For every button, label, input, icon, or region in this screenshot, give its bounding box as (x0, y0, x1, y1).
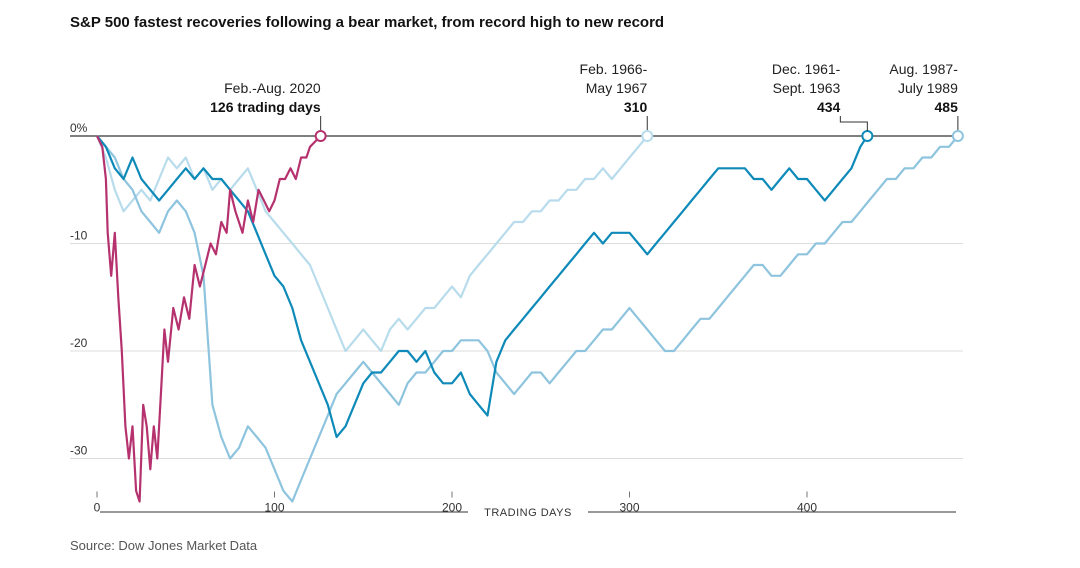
series-line-feb-1966-may-1967 (95, 135, 649, 353)
series-line-aug-1987-july-1989 (96, 135, 959, 503)
annotation-label: Sept. 1963 (773, 80, 841, 96)
gridlines (70, 135, 963, 459)
annotation-value: 434 (817, 99, 841, 115)
end-marker (641, 130, 654, 142)
chart-title: S&P 500 fastest recoveries following a b… (70, 14, 665, 31)
leader-line (839, 116, 868, 131)
annotation-label: May 1967 (586, 80, 648, 96)
annotation-label: Feb. 1966- (580, 61, 648, 77)
end-marker (951, 130, 964, 142)
annotation-label: Feb.-Aug. 2020 (224, 80, 321, 96)
x-tick-label: 200 (442, 501, 462, 515)
annotation-value: 126 trading days (210, 99, 321, 115)
y-tick-label: -30 (70, 444, 88, 458)
y-axis-ticks: 0% -10 -20 -30 (70, 121, 88, 458)
x-tick-label: 0 (94, 501, 101, 515)
series-line-dec-1961-sept-1963 (96, 135, 869, 439)
annotation-value: 485 (935, 99, 959, 115)
y-tick-label: -10 (70, 229, 88, 243)
x-axis-label: TRADING DAYS (484, 507, 572, 519)
x-axis-ticks: 0 100 200 300 400 (94, 491, 817, 515)
x-axis-label-group: TRADING DAYS (100, 507, 956, 519)
y-tick-label: -20 (70, 336, 88, 350)
end-marker (861, 130, 874, 142)
annotation-value: 310 (624, 99, 648, 115)
series-line-feb-aug-2020 (96, 135, 322, 503)
x-tick-label: 100 (264, 501, 284, 515)
source-note: Source: Dow Jones Market Data (70, 538, 258, 553)
y-tick-label: 0% (70, 121, 88, 135)
annotation-label: Dec. 1961- (772, 61, 841, 77)
x-tick-label: 400 (797, 501, 817, 515)
annotation-label: Aug. 1987- (889, 61, 958, 77)
annotation-label: July 1989 (898, 80, 958, 96)
annotations: Feb.-Aug. 2020 126 trading days Feb. 1966-… (210, 61, 964, 142)
x-tick-label: 300 (619, 501, 639, 515)
end-marker (314, 130, 327, 142)
series-lines (95, 135, 959, 503)
